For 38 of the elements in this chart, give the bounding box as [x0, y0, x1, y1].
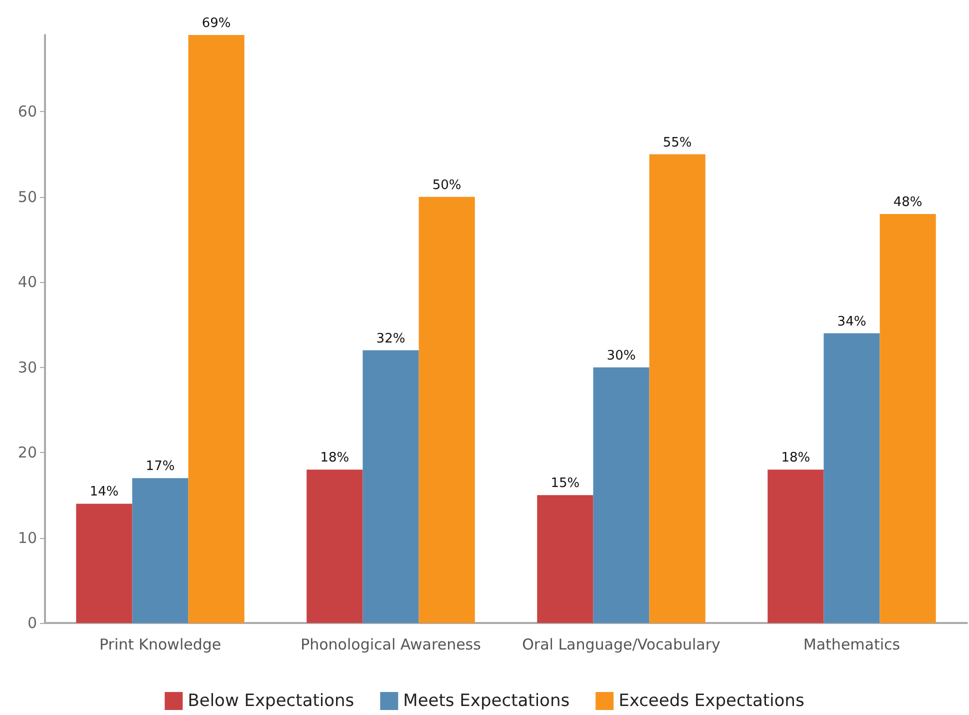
data-label: 18% — [781, 450, 810, 466]
bar — [188, 35, 244, 623]
x-tick-label: Mathematics — [803, 636, 900, 654]
x-tick-label: Print Knowledge — [99, 636, 222, 654]
y-tick-label: 10 — [18, 528, 37, 547]
bar — [132, 478, 188, 623]
data-label: 18% — [320, 450, 350, 466]
bar — [768, 470, 824, 623]
bar — [593, 367, 650, 623]
bar — [537, 495, 594, 623]
data-label: 55% — [662, 135, 692, 150]
y-tick-label: 30 — [18, 358, 37, 376]
bar — [824, 333, 880, 623]
x-tick-label: Phonological Awareness — [300, 636, 482, 654]
y-tick-label: 20 — [18, 444, 37, 462]
legend-label: Meets Expectations — [403, 691, 570, 711]
y-tick-label: 40 — [18, 273, 37, 292]
legend-label: Below Expectations — [188, 691, 354, 711]
data-label: 17% — [146, 459, 175, 474]
data-label: 30% — [606, 348, 636, 364]
x-tick-label: Oral Language/Vocabulary — [522, 636, 721, 654]
bar — [649, 154, 706, 623]
data-label: 48% — [893, 194, 922, 210]
bar — [76, 504, 132, 623]
legend-label: Exceeds Expectations — [618, 691, 804, 711]
bar — [306, 470, 363, 623]
y-tick-label: 60 — [18, 102, 37, 121]
data-label: 69% — [202, 16, 231, 31]
bar — [418, 196, 475, 623]
data-label: 15% — [550, 476, 580, 492]
data-label: 50% — [432, 178, 462, 193]
data-label: 14% — [90, 484, 119, 500]
data-label: 32% — [376, 331, 406, 346]
y-tick-label: 50 — [18, 188, 37, 206]
data-label: 34% — [837, 314, 866, 330]
y-tick-label: 0 — [27, 614, 37, 632]
bar — [880, 214, 936, 623]
bar — [362, 350, 419, 623]
